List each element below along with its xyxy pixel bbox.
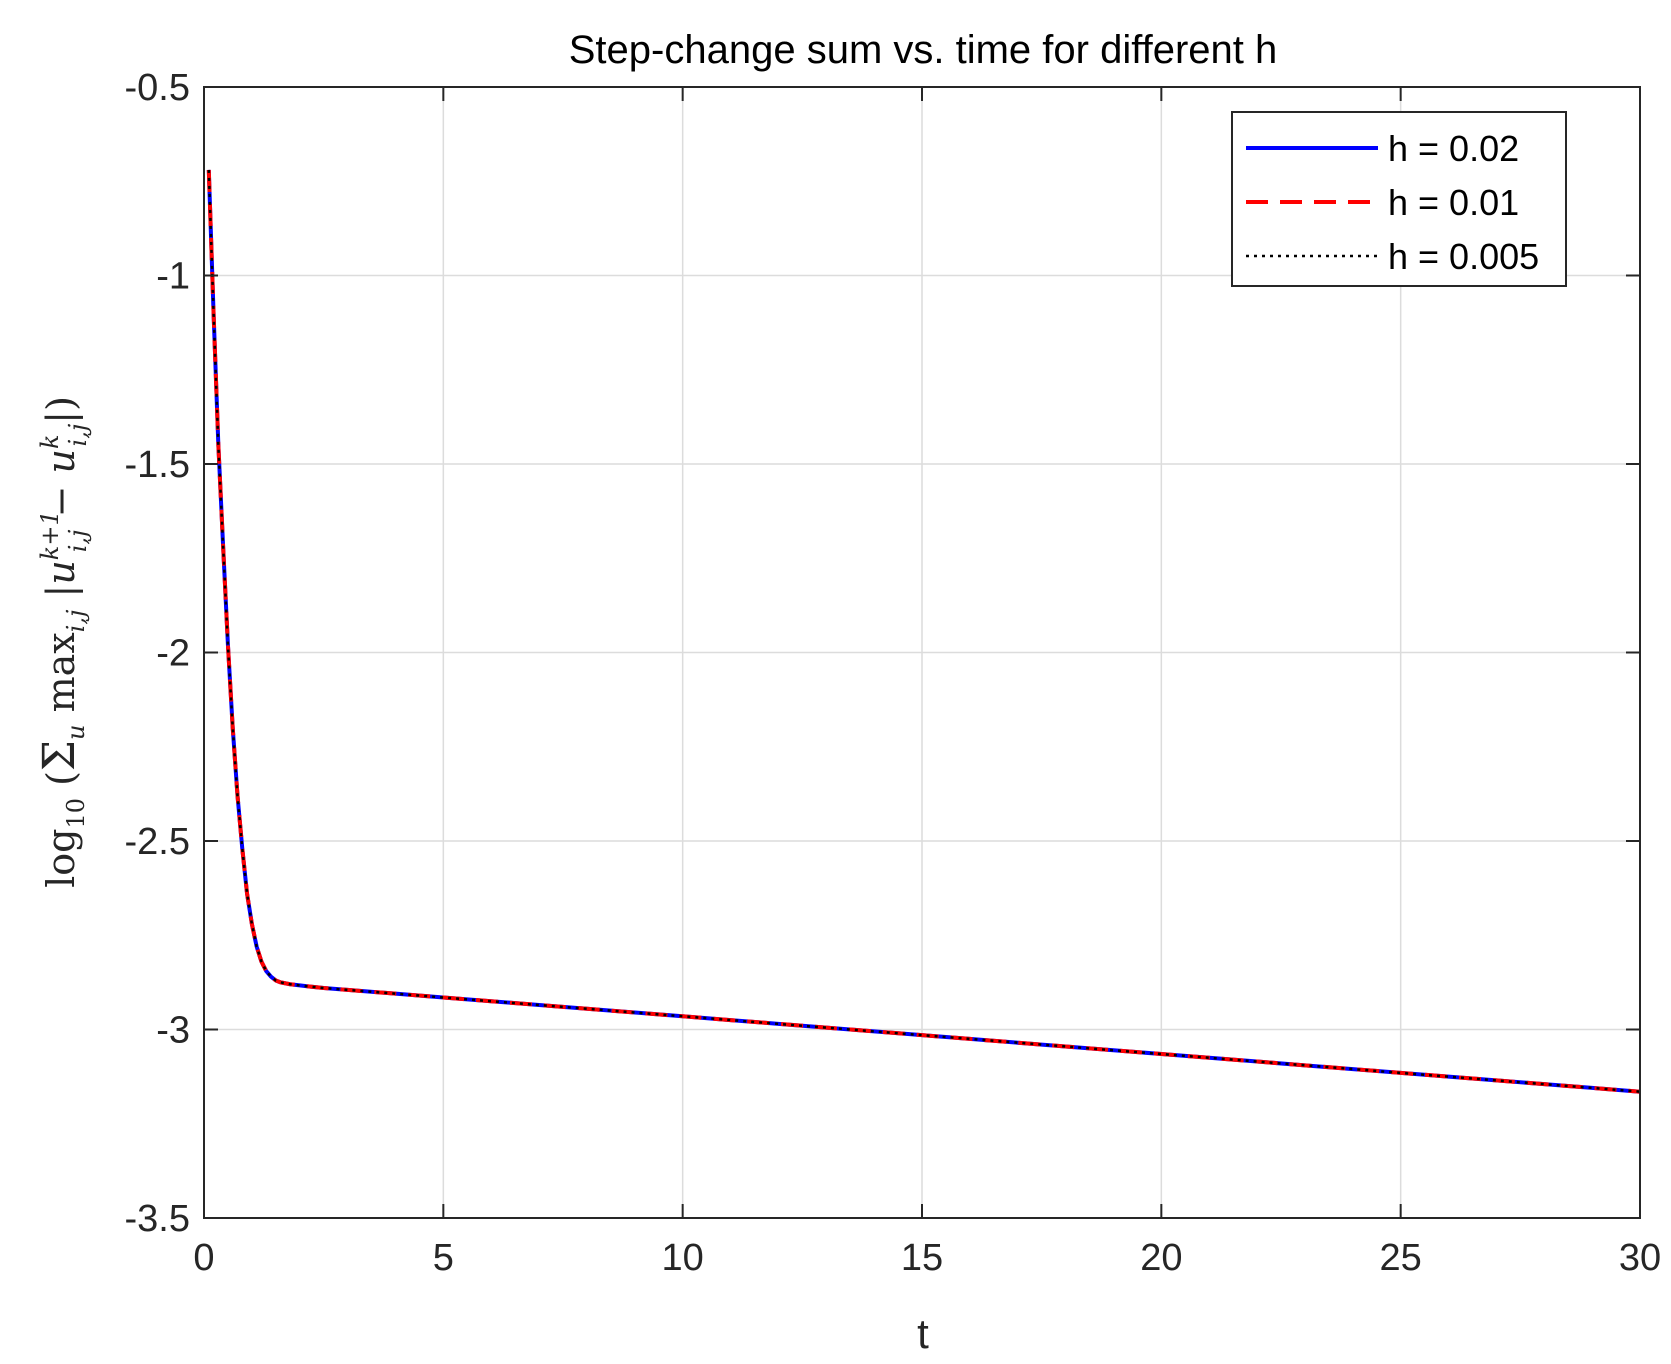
y-tick-label: -2.5 bbox=[125, 821, 190, 863]
y-tick-label: -3.5 bbox=[125, 1198, 190, 1240]
y-axis-ticks: -3.5 -3 -2.5 -2 -1.5 -1 -0.5 bbox=[125, 67, 1640, 1240]
legend-label-1: h = 0.02 bbox=[1388, 128, 1519, 169]
y-tick-label: -3 bbox=[156, 1010, 190, 1052]
x-tick-label: 20 bbox=[1140, 1237, 1182, 1279]
legend-box bbox=[1231, 111, 1567, 287]
x-axis-ticks: 0 5 10 15 20 25 30 bbox=[193, 87, 1661, 1279]
x-tick-label: 15 bbox=[901, 1237, 943, 1279]
legend-label-2: h = 0.01 bbox=[1388, 182, 1519, 223]
legend: h = 0.02 h = 0.01 h = 0.005 bbox=[1231, 111, 1567, 287]
series-line-2 bbox=[206, 169, 1641, 1094]
y-tick-label: -1.5 bbox=[125, 444, 190, 486]
y-tick-label: -2 bbox=[156, 633, 190, 675]
x-tick-label: 0 bbox=[193, 1237, 214, 1279]
x-tick-label: 10 bbox=[662, 1237, 704, 1279]
x-axis-label: t bbox=[917, 1310, 929, 1357]
y-tick-label: -0.5 bbox=[125, 67, 190, 109]
legend-label-3: h = 0.005 bbox=[1388, 236, 1539, 277]
x-tick-label: 30 bbox=[1619, 1237, 1661, 1279]
x-tick-label: 5 bbox=[433, 1237, 454, 1279]
series-layer bbox=[206, 169, 1641, 1094]
y-tick-label: -1 bbox=[156, 256, 190, 298]
y-axis-label: log10 (Σu maxi,j |uk+1i,j − uki,j|) bbox=[34, 396, 92, 888]
x-tick-label: 25 bbox=[1380, 1237, 1422, 1279]
svg-text:log10 (Σu maxi,j |uk+1i,j − uk: log10 (Σu maxi,j |uk+1i,j − uki,j|) bbox=[34, 396, 92, 888]
chart-title: Step-change sum vs. time for different h bbox=[569, 28, 1278, 72]
